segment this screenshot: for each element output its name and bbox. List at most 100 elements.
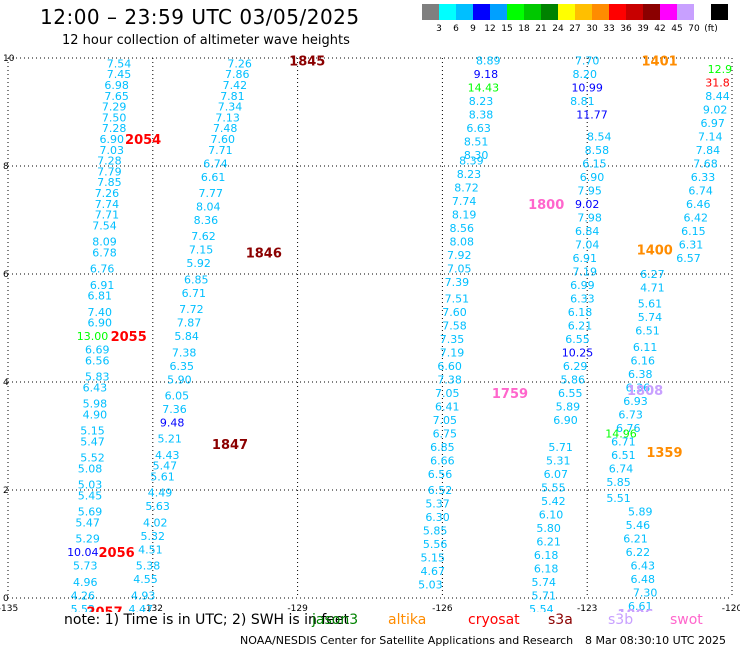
wave-height-value: 31.8 — [705, 76, 730, 89]
pass-time-label: 2054 — [125, 133, 161, 148]
wave-height-value: 6.36 — [626, 381, 651, 394]
wave-height-value: 8.30 — [464, 149, 489, 162]
wave-height-value: 5.47 — [153, 460, 178, 473]
x-tick-label: -123 — [577, 604, 597, 612]
y-tick-label: 10 — [3, 54, 15, 64]
wave-height-value: 5.47 — [80, 435, 105, 448]
wave-height-value: 7.38 — [172, 346, 197, 359]
wave-height-value: 5.15 — [80, 425, 105, 438]
legend-label-1: 3 — [436, 24, 442, 34]
wave-height-value: 7.81 — [220, 90, 245, 103]
wave-height-value: 5.89 — [556, 400, 581, 413]
wave-height-value: 5.55 — [541, 481, 566, 494]
wave-height-value: 7.39 — [445, 276, 470, 289]
wave-height-value: 4.47 — [128, 603, 153, 612]
legend-label-17: (ft) — [704, 24, 718, 34]
sat-cryosat: cryosat — [468, 612, 520, 628]
legend-box-7 — [541, 4, 558, 20]
wave-height-value: 6.21 — [623, 533, 648, 546]
wave-height-value: 5.83 — [85, 371, 110, 384]
pass-time-label: 1401 — [642, 55, 678, 70]
wave-height-value: 8.04 — [196, 201, 221, 214]
wave-height-value: 5.47 — [75, 516, 100, 529]
wave-height-value: 6.76 — [90, 263, 115, 276]
wave-height-value: 6.07 — [544, 468, 569, 481]
wave-height-value: 6.43 — [630, 560, 655, 573]
wave-height-value: 6.74 — [203, 157, 228, 170]
pass-time-label: 1846 — [246, 246, 282, 261]
legend-box-8 — [558, 4, 575, 20]
wave-height-value: 6.60 — [437, 360, 462, 373]
wave-height-value: 6.61 — [628, 600, 653, 612]
wave-height-value: 7.54 — [92, 219, 117, 232]
wave-height-value: 7.28 — [97, 155, 122, 168]
wave-height-value: 7.42 — [223, 79, 248, 92]
x-tick-label: -132 — [143, 604, 163, 612]
wave-height-value: 5.61 — [638, 298, 663, 311]
wave-height-value: 6.99 — [570, 279, 595, 292]
legend-box-5 — [507, 4, 524, 20]
wave-height-value: 6.22 — [626, 546, 651, 559]
wave-height-value: 4.26 — [71, 589, 96, 602]
wave-height-value: 6.57 — [676, 252, 701, 265]
wave-height-value: 7.60 — [211, 133, 236, 146]
wave-height-value: 7.38 — [437, 373, 462, 386]
legend-label-4: 12 — [484, 24, 496, 34]
wave-height-value: 6.78 — [92, 246, 117, 259]
wave-height-value: 5.21 — [157, 433, 182, 446]
wave-height-value: 7.77 — [198, 187, 223, 200]
wave-height-value: 6.41 — [435, 400, 460, 413]
wave-height-value: 6.56 — [85, 354, 110, 367]
wave-height-value: 5.89 — [628, 506, 653, 519]
wave-height-value: 7.74 — [95, 198, 120, 211]
sat-s3a: s3a — [548, 612, 573, 628]
legend-label-14: 42 — [654, 24, 666, 34]
wave-height-value: 6.75 — [433, 427, 458, 440]
wave-height-value: 4.67 — [420, 565, 445, 578]
wave-height-value: 6.91 — [90, 279, 115, 292]
wave-height-value: 7.35 — [440, 333, 465, 346]
wave-height-value: 7.30 — [633, 587, 658, 600]
wave-height-value: 6.51 — [635, 325, 660, 338]
wave-height-value: 7.04 — [575, 238, 600, 251]
wave-height-value: 5.29 — [75, 533, 100, 546]
wave-height-value: 7.28 — [102, 122, 127, 135]
wave-height-value: 7.29 — [102, 101, 127, 114]
wave-height-value: 8.72 — [454, 182, 479, 195]
pass-time-label: 1806 — [617, 608, 653, 612]
wave-height-value: 10.04 — [67, 546, 99, 559]
wave-height-value: 5.61 — [150, 471, 175, 484]
wave-height-value: 8.51 — [464, 136, 489, 149]
legend-box-15 — [677, 4, 694, 20]
wave-height-value: 6.90 — [87, 317, 112, 330]
legend-label-7: 21 — [535, 24, 547, 34]
wave-height-value: 7.05 — [433, 414, 458, 427]
wave-height-value: 4.90 — [83, 408, 108, 421]
wave-height-value: 6.90 — [100, 133, 125, 146]
wave-height-value: 5.69 — [78, 506, 103, 519]
wave-height-value: 6.66 — [430, 454, 455, 467]
x-tick-label: -120 — [722, 604, 740, 612]
wave-height-value: 12.9 — [708, 63, 733, 76]
sat-swot: swot — [670, 612, 703, 628]
wave-height-value: 6.91 — [573, 252, 598, 265]
wave-height-value: 5.38 — [136, 560, 161, 573]
wave-height-value: 4.96 — [73, 576, 98, 589]
wave-height-value: 6.74 — [609, 462, 634, 475]
wave-height-value: 6.38 — [628, 368, 653, 381]
legend-label-5: 15 — [501, 24, 513, 34]
wave-height-value: 5.74 — [532, 576, 557, 589]
legend-box-16 — [694, 4, 711, 20]
sat-jason3: jason3 — [312, 612, 359, 628]
wave-height-value: 7.62 — [191, 230, 216, 243]
pass-time-label: 1845 — [289, 55, 325, 70]
wave-height-value: 8.39 — [459, 155, 484, 168]
legend-label-11: 33 — [603, 24, 615, 34]
legend-box-10 — [592, 4, 609, 20]
legend-label-13: 39 — [637, 24, 649, 34]
legend-label-8: 24 — [552, 24, 564, 34]
wave-height-value: 9.02 — [575, 198, 600, 211]
sat-s3b: s3b — [608, 612, 634, 628]
legend-box-2 — [456, 4, 473, 20]
wave-height-value: 6.46 — [686, 198, 711, 211]
